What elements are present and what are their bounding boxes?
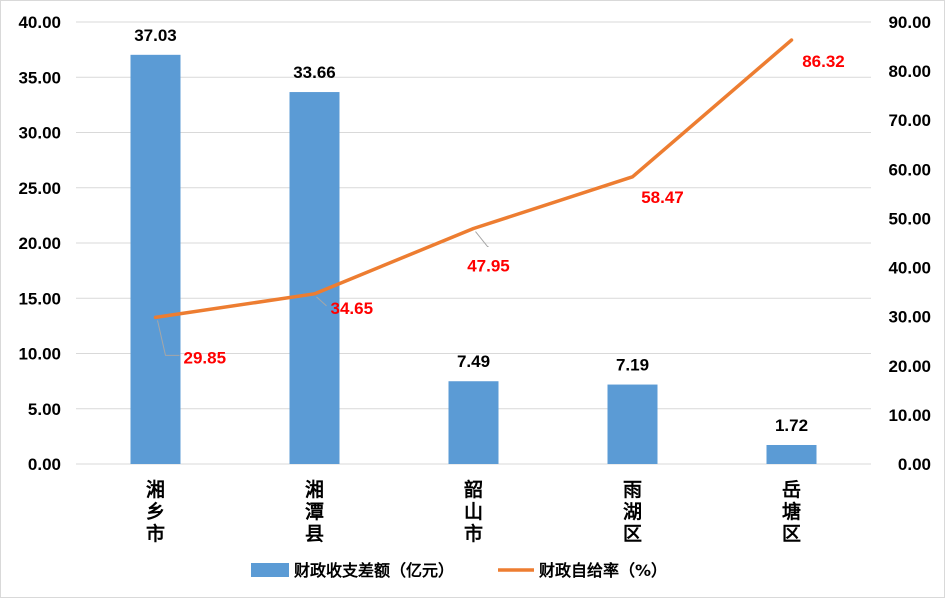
line-series [155,40,791,318]
left-tick-label: 20.00 [18,234,61,253]
category-char: 湘 [305,478,324,501]
line-data-label: 29.85 [184,348,227,367]
left-tick-label: 15.00 [18,289,61,308]
bar-data-label: 1.72 [775,416,808,435]
category-char: 区 [623,523,642,545]
line-path [156,40,792,317]
bar-1 [131,55,181,464]
left-tick-label: 40.00 [18,13,61,32]
right-tick-label: 60.00 [888,160,931,179]
legend-bar-label: 财政收支差额（亿元） [293,561,454,580]
right-tick-label: 0.00 [898,455,931,474]
category-label-4: 雨湖区 [623,479,642,545]
category-char: 塘 [782,500,801,523]
category-char: 市 [146,522,165,545]
bar-data-label: 37.03 [134,26,177,45]
right-tick-label: 20.00 [888,357,931,376]
line-data-label: 47.95 [467,257,510,276]
category-char: 雨 [623,479,642,501]
line-data-label: 34.65 [331,299,374,318]
legend-line-label: 财政自给率（%） [538,561,667,580]
bar-4 [608,385,658,464]
leader-line [476,232,489,247]
right-tick-label: 70.00 [888,111,931,130]
category-char: 山 [464,501,483,523]
right-axis-ticks: 0.00 10.00 20.00 30.00 40.00 50.00 60.00 70.00 8… [888,13,931,474]
left-tick-label: 5.00 [28,400,61,419]
category-char: 湖 [623,501,642,523]
right-tick-label: 80.00 [888,62,931,81]
left-tick-label: 30.00 [18,124,61,143]
bar-data-label: 7.19 [616,356,649,375]
line-data-labels: 29.85 34.65 47.95 58.47 86.32 [184,52,845,367]
category-char: 潭 [305,501,324,523]
legend-bar-swatch [251,563,289,577]
left-tick-label: 35.00 [18,68,61,87]
category-char: 区 [782,523,801,545]
left-tick-label: 25.00 [18,179,61,198]
right-tick-label: 40.00 [888,259,931,278]
bar-2 [290,92,340,464]
category-char: 乡 [146,501,165,523]
line-data-label: 86.32 [802,52,845,71]
category-label-3: 韶山市 [464,478,483,545]
right-tick-label: 90.00 [888,13,931,32]
right-tick-label: 30.00 [888,308,931,327]
line-data-label: 58.47 [641,188,684,207]
category-char: 县 [305,523,324,545]
legend: 财政收支差额（亿元） 财政自给率（%） [251,561,667,580]
bar-data-label: 7.49 [457,352,490,371]
left-axis-ticks: 0.00 5.00 10.00 15.00 20.00 25.00 30.00 35.00 40… [18,13,61,474]
bar-data-label: 33.66 [293,63,336,82]
category-char: 韶 [464,478,483,501]
category-char: 岳 [782,479,801,501]
bar-3 [449,381,499,464]
category-label-1: 湘乡市 [146,478,165,545]
left-tick-label: 0.00 [28,455,61,474]
left-tick-label: 10.00 [18,345,61,364]
category-label-5: 岳塘区 [782,479,801,545]
right-tick-label: 50.00 [888,209,931,228]
category-char: 市 [464,522,483,545]
category-label-2: 湘潭县 [305,478,324,545]
bar-5 [767,445,817,464]
right-tick-label: 10.00 [888,406,931,425]
category-char: 湘 [146,478,165,501]
